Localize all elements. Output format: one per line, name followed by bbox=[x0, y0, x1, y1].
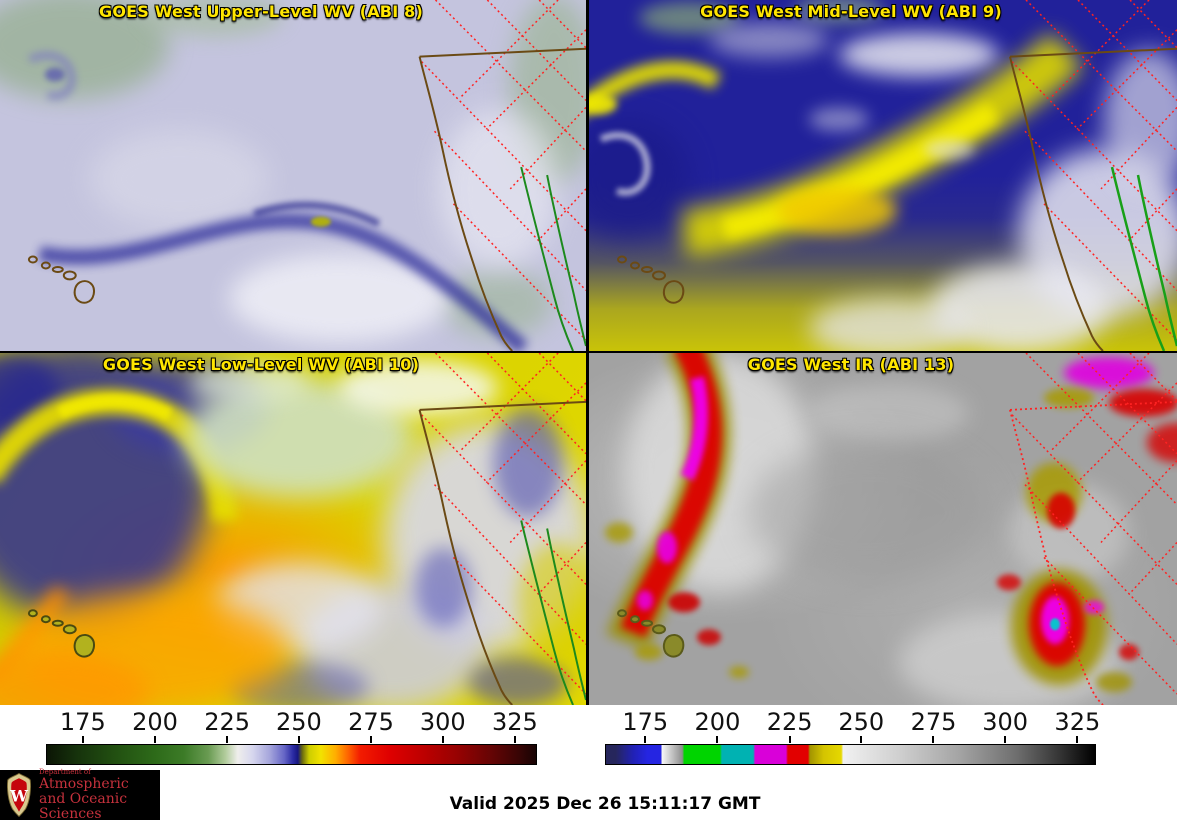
panel-title-upper-level-wv: GOES West Upper-Level WV (ABI 8) bbox=[0, 2, 522, 21]
logo-text-block: Department of Atmospheric and Oceanic Sc… bbox=[39, 767, 160, 820]
hawaii-islands bbox=[27, 255, 95, 304]
wv-tick-label: 200 bbox=[132, 708, 178, 736]
tick-mark bbox=[297, 736, 300, 743]
coastline bbox=[418, 400, 586, 705]
tick-mark bbox=[788, 736, 791, 743]
uw-crest-icon: W bbox=[7, 772, 31, 818]
tick-mark bbox=[441, 736, 444, 743]
tick-mark bbox=[1004, 736, 1007, 743]
wv-tick-label: 300 bbox=[419, 708, 466, 736]
ir-tick-label: 325 bbox=[1054, 708, 1101, 736]
uw-monogram: W bbox=[9, 787, 28, 806]
ir-imagery bbox=[605, 353, 1177, 705]
baja-boundary bbox=[1110, 166, 1177, 351]
ir-colorbar-labels: 175 200 225 250 275 300 325 bbox=[605, 708, 1100, 736]
mid-wv-map-overlay bbox=[617, 0, 1177, 351]
low-wv-imagery bbox=[0, 353, 586, 705]
panel-title-text: GOES West IR (ABI 13) bbox=[747, 355, 955, 374]
uw-aos-logo: W Department of Atmospheric and Oceanic … bbox=[0, 767, 160, 820]
ir-colorbar-tickmarks bbox=[605, 736, 1096, 744]
logo-line-1: Atmospheric bbox=[39, 776, 129, 793]
panel-title-text: GOES West Low-Level WV (ABI 10) bbox=[102, 355, 420, 374]
panel-title-mid-level-wv: GOES West Mid-Level WV (ABI 9) bbox=[589, 2, 1113, 21]
hawaii-islands bbox=[27, 609, 95, 658]
baja-boundary bbox=[520, 520, 586, 705]
tick-mark bbox=[81, 736, 84, 743]
coastline bbox=[1009, 400, 1177, 705]
panel-mid-level-wv: GOES West Mid-Level WV (ABI 9) bbox=[589, 0, 1177, 351]
upper-wv-map-overlay bbox=[27, 0, 586, 351]
logo-line-2: and Oceanic Sciences bbox=[39, 790, 128, 820]
ir-tick-label: 225 bbox=[766, 708, 813, 736]
ir-tick-label: 275 bbox=[910, 708, 957, 736]
tick-mark bbox=[513, 736, 516, 743]
tick-mark bbox=[716, 736, 719, 743]
logo-department-line: Department of bbox=[39, 767, 91, 776]
panel-low-level-wv: GOES West Low-Level WV (ABI 10) bbox=[0, 353, 586, 705]
ir-tick-label: 175 bbox=[622, 708, 669, 736]
panel-ir: GOES West IR (ABI 13) bbox=[589, 353, 1177, 705]
panel-title-low-level-wv: GOES West Low-Level WV (ABI 10) bbox=[0, 355, 522, 374]
wv-tick-label: 275 bbox=[348, 708, 394, 736]
mid-wv-imagery bbox=[589, 0, 1177, 351]
coastline bbox=[1009, 47, 1177, 351]
wv-colorbar-gradient bbox=[46, 744, 537, 765]
ir-tick-label: 300 bbox=[982, 708, 1029, 736]
panel-title-ir: GOES West IR (ABI 13) bbox=[589, 355, 1113, 374]
tick-mark bbox=[154, 736, 156, 743]
ir-map-overlay bbox=[617, 353, 1177, 705]
wv-colorbar: 175 200 225 250 275 300 325 bbox=[46, 708, 538, 768]
coastline bbox=[418, 47, 586, 351]
baja-boundary bbox=[520, 166, 586, 351]
wv-tick-label: 175 bbox=[59, 708, 106, 736]
tick-mark bbox=[860, 736, 863, 743]
valid-time-label: Valid 2025 Dec 26 15:11:17 GMT bbox=[449, 794, 761, 814]
panel-title-text: GOES West Mid-Level WV (ABI 9) bbox=[700, 2, 1002, 21]
tick-mark bbox=[226, 736, 229, 743]
wv-tick-label: 325 bbox=[491, 708, 538, 736]
wv-tick-label: 250 bbox=[275, 708, 322, 736]
wv-colorbar-tickmarks bbox=[46, 736, 537, 744]
ir-tick-label: 200 bbox=[694, 708, 741, 736]
low-wv-map-overlay bbox=[27, 353, 586, 705]
hawaii-islands bbox=[617, 609, 685, 658]
latlon-grid-lines bbox=[1011, 353, 1177, 695]
ir-tick-label: 250 bbox=[838, 708, 885, 736]
ir-colorbar-gradient bbox=[605, 744, 1096, 765]
panel-title-text: GOES West Upper-Level WV (ABI 8) bbox=[99, 2, 423, 21]
panel-upper-level-wv: GOES West Upper-Level WV (ABI 8) bbox=[0, 0, 586, 351]
ir-colorbar: 175 200 225 250 275 300 325 bbox=[605, 708, 1100, 768]
tick-mark bbox=[644, 736, 647, 743]
hawaii-islands bbox=[617, 255, 685, 304]
latlon-grid-lines bbox=[421, 0, 586, 341]
wv-tick-label: 225 bbox=[204, 708, 251, 736]
tick-mark bbox=[932, 736, 935, 743]
tick-mark bbox=[1076, 736, 1079, 743]
wv-colorbar-labels: 175 200 225 250 275 300 325 bbox=[46, 708, 538, 736]
tick-mark bbox=[370, 736, 373, 743]
satellite-quad-grid: GOES West Upper-Level WV (ABI 8) bbox=[0, 0, 1177, 705]
